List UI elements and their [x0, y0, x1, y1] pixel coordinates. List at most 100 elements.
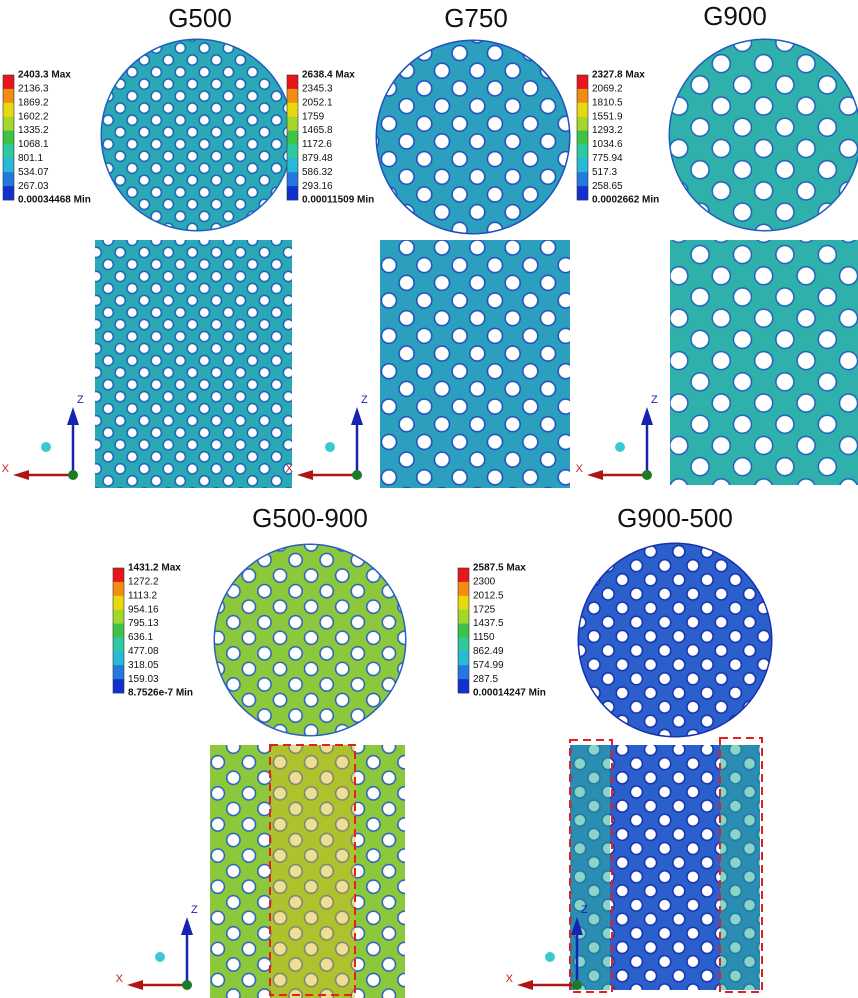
- legend-band: [287, 88, 298, 104]
- x-label: X: [506, 973, 514, 985]
- x-arrow: [517, 980, 533, 990]
- legend-label: 258.65: [592, 181, 623, 192]
- legend-label: 534.07: [18, 167, 49, 178]
- legend-label: 1431.2 Max: [128, 563, 181, 574]
- legend-band: [577, 102, 588, 117]
- legend-label: 1272.2: [128, 577, 159, 588]
- sphere: [545, 952, 555, 962]
- legend-label: 159.03: [128, 674, 159, 685]
- legend-band: [3, 116, 14, 131]
- legend-band: [287, 172, 298, 187]
- side-band: [720, 745, 760, 990]
- legend-band: [458, 581, 469, 597]
- legend-frame: [286, 74, 299, 201]
- legend-label: 1602.2: [18, 111, 49, 122]
- legend-label: 1810.5: [592, 97, 623, 108]
- legend-band: [577, 88, 588, 104]
- x-arrow: [587, 470, 603, 480]
- disc: [102, 40, 292, 230]
- legend-label: 775.94: [592, 153, 623, 164]
- legend-label: 2587.5 Max: [473, 563, 526, 574]
- legend-label: 801.1: [18, 153, 43, 164]
- z-arrow: [351, 407, 363, 425]
- legend-label: 879.48: [302, 153, 333, 164]
- legend-band: [287, 144, 298, 159]
- panel-title: G750: [444, 3, 508, 33]
- legend-label: 1869.2: [18, 97, 49, 108]
- legend-band: [287, 158, 298, 173]
- x-label: X: [286, 463, 294, 475]
- legend-label: 0.00011509 Min: [302, 195, 374, 206]
- dashed-box: [719, 737, 763, 993]
- disc: [579, 544, 771, 736]
- legend-label: 0.00034468 Min: [18, 195, 91, 206]
- z-label: Z: [191, 904, 198, 916]
- legend-band: [3, 186, 14, 201]
- legend-band: [577, 75, 588, 90]
- legend-label: 2327.8 Max: [592, 70, 645, 81]
- legend-band: [577, 186, 588, 201]
- legend-frame: [576, 74, 589, 201]
- legend-band: [113, 637, 124, 652]
- z-label: Z: [361, 394, 368, 406]
- legend-band: [113, 595, 124, 610]
- legend-frame: [112, 567, 125, 694]
- legend-label: 636.1: [128, 632, 153, 643]
- legend-label: 8.7526e-7 Min: [128, 688, 193, 699]
- legend-band: [3, 88, 14, 104]
- disc: [215, 545, 405, 735]
- legend-label: 1725: [473, 604, 496, 615]
- legend-band: [287, 130, 298, 145]
- legend-band: [577, 116, 588, 131]
- z-arrow: [67, 407, 79, 425]
- legend-label: 1465.8: [302, 125, 333, 136]
- z-label: Z: [77, 394, 84, 406]
- panel-title: G900: [703, 1, 767, 31]
- legend-band: [458, 679, 469, 694]
- dashed-box: [569, 739, 613, 993]
- legend-label: 517.3: [592, 167, 617, 178]
- legend-band: [113, 609, 124, 624]
- legend-label: 586.32: [302, 167, 333, 178]
- hot-band: [270, 745, 355, 998]
- legend-label: 574.99: [473, 660, 504, 671]
- side-view: [210, 745, 405, 998]
- legend-band: [3, 102, 14, 117]
- legend-band: [3, 75, 14, 90]
- legend-label: 2300: [473, 577, 496, 588]
- legend-label: 795.13: [128, 618, 159, 629]
- legend-label: 862.49: [473, 646, 504, 657]
- legend-band: [287, 116, 298, 131]
- legend-label: 2012.5: [473, 590, 504, 601]
- legend-frame: [2, 74, 15, 201]
- x-arrow: [297, 470, 313, 480]
- legend-label: 1335.2: [18, 125, 49, 136]
- legend-label: 1437.5: [473, 618, 504, 629]
- legend-label: 2638.4 Max: [302, 70, 355, 81]
- z-arrow: [181, 917, 193, 935]
- z-label: Z: [581, 904, 588, 916]
- legend-label: 318.05: [128, 660, 159, 671]
- legend-label: 2345.3: [302, 84, 333, 95]
- origin: [352, 470, 362, 480]
- origin: [572, 980, 582, 990]
- legend-band: [287, 186, 298, 201]
- legend-band: [3, 158, 14, 173]
- legend-label: 293.16: [302, 181, 333, 192]
- legend-label: 2052.1: [302, 97, 333, 108]
- legend-band: [287, 102, 298, 117]
- sphere: [325, 442, 335, 452]
- sphere: [615, 442, 625, 452]
- legend-label: 1551.9: [592, 111, 623, 122]
- side-view: [670, 240, 858, 485]
- legend-label: 1172.6: [302, 139, 332, 150]
- legend-band: [113, 651, 124, 666]
- legend-label: 1293.2: [592, 125, 623, 136]
- panel-title: G500-900: [252, 503, 368, 533]
- legend-band: [458, 595, 469, 610]
- legend-label: 1150: [473, 632, 495, 643]
- legend-label: 1759: [302, 111, 325, 122]
- legend-label: 954.16: [128, 604, 159, 615]
- legend-band: [458, 609, 469, 624]
